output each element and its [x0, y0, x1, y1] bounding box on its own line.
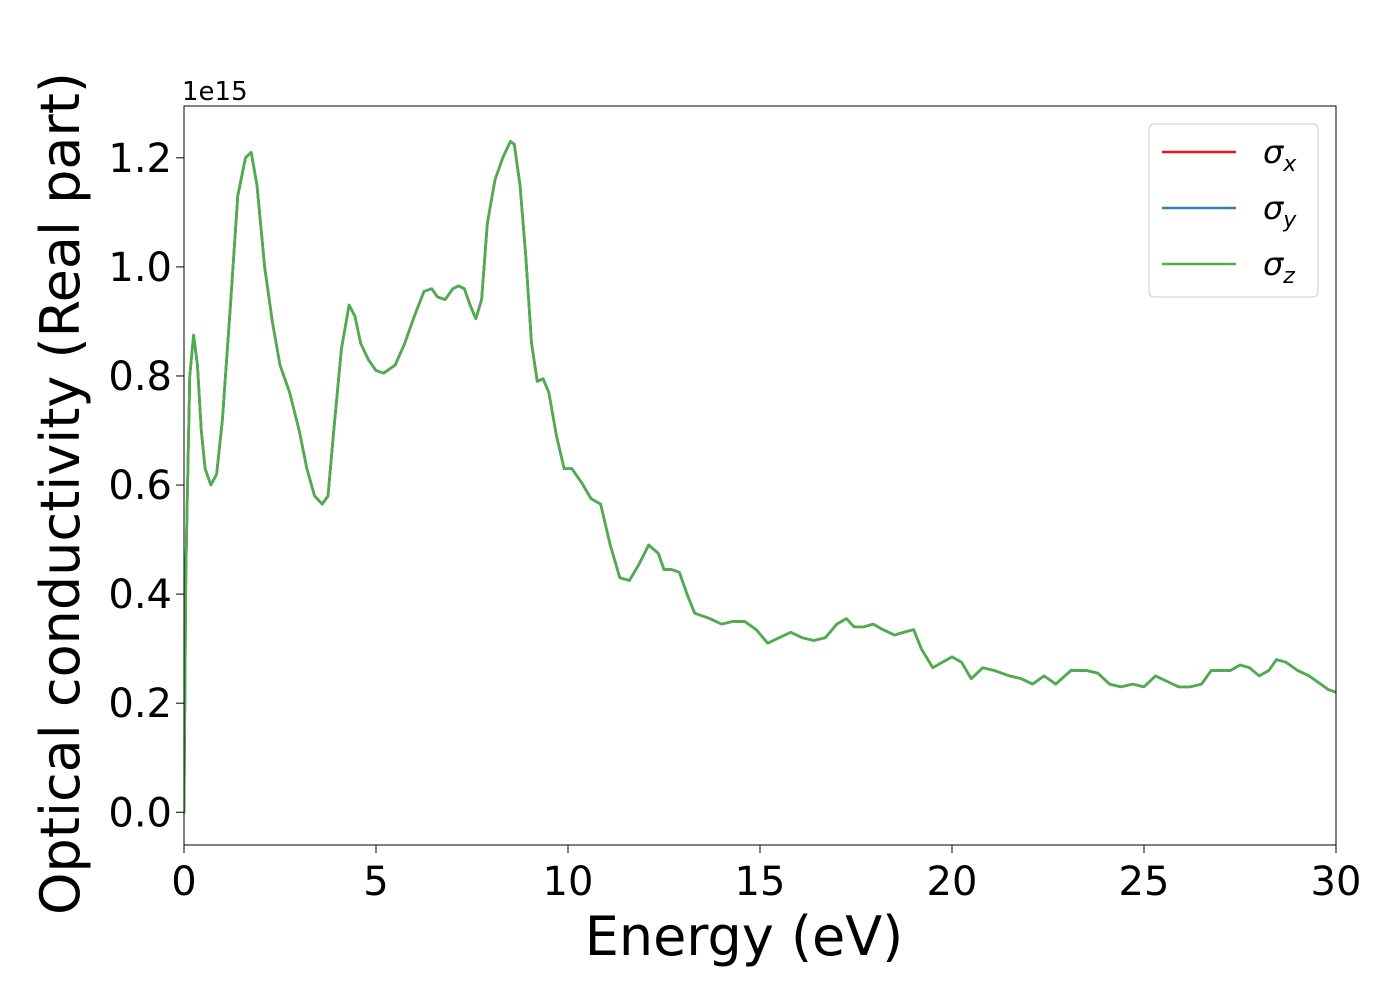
legend-label: σx [1263, 133, 1297, 177]
legend-item: σz [1162, 245, 1295, 289]
x-tick-label: 0 [171, 859, 196, 905]
y-tick-label: 1.0 [108, 245, 172, 291]
legend: σx σy σz [1148, 123, 1319, 298]
y-axis-title: Optical conductivity (Real part) [29, 72, 92, 915]
y-tick-label: 0.4 [108, 572, 172, 618]
x-tick-label: 15 [735, 859, 786, 905]
legend-box [1148, 123, 1319, 298]
y-tick-label: 1.2 [108, 136, 172, 182]
series-line-σz [184, 140, 1336, 814]
x-tick-label: 10 [543, 859, 594, 905]
x-tick-label: 25 [1119, 859, 1170, 905]
y-offset-label: 1e15 [182, 77, 248, 107]
series-layer [184, 140, 1336, 814]
legend-label: σy [1263, 189, 1297, 233]
y-tick-label: 0.0 [108, 790, 172, 836]
y-tick-label: 0.8 [108, 354, 172, 400]
y-axis: 0.0 0.2 0.4 0.6 0.8 1.0 1.2 [108, 136, 184, 836]
y-tick-label: 0.6 [108, 463, 172, 509]
x-tick-label: 5 [363, 859, 388, 905]
legend-item: σx [1162, 133, 1297, 177]
legend-item: σy [1162, 189, 1297, 233]
x-axis-title: Energy (eV) [585, 905, 904, 968]
x-tick-label: 30 [1311, 859, 1362, 905]
y-tick-label: 0.2 [108, 681, 172, 727]
legend-label: σz [1263, 245, 1295, 289]
x-axis: 0 5 10 15 20 25 30 [171, 845, 1361, 905]
x-tick-label: 20 [927, 859, 978, 905]
